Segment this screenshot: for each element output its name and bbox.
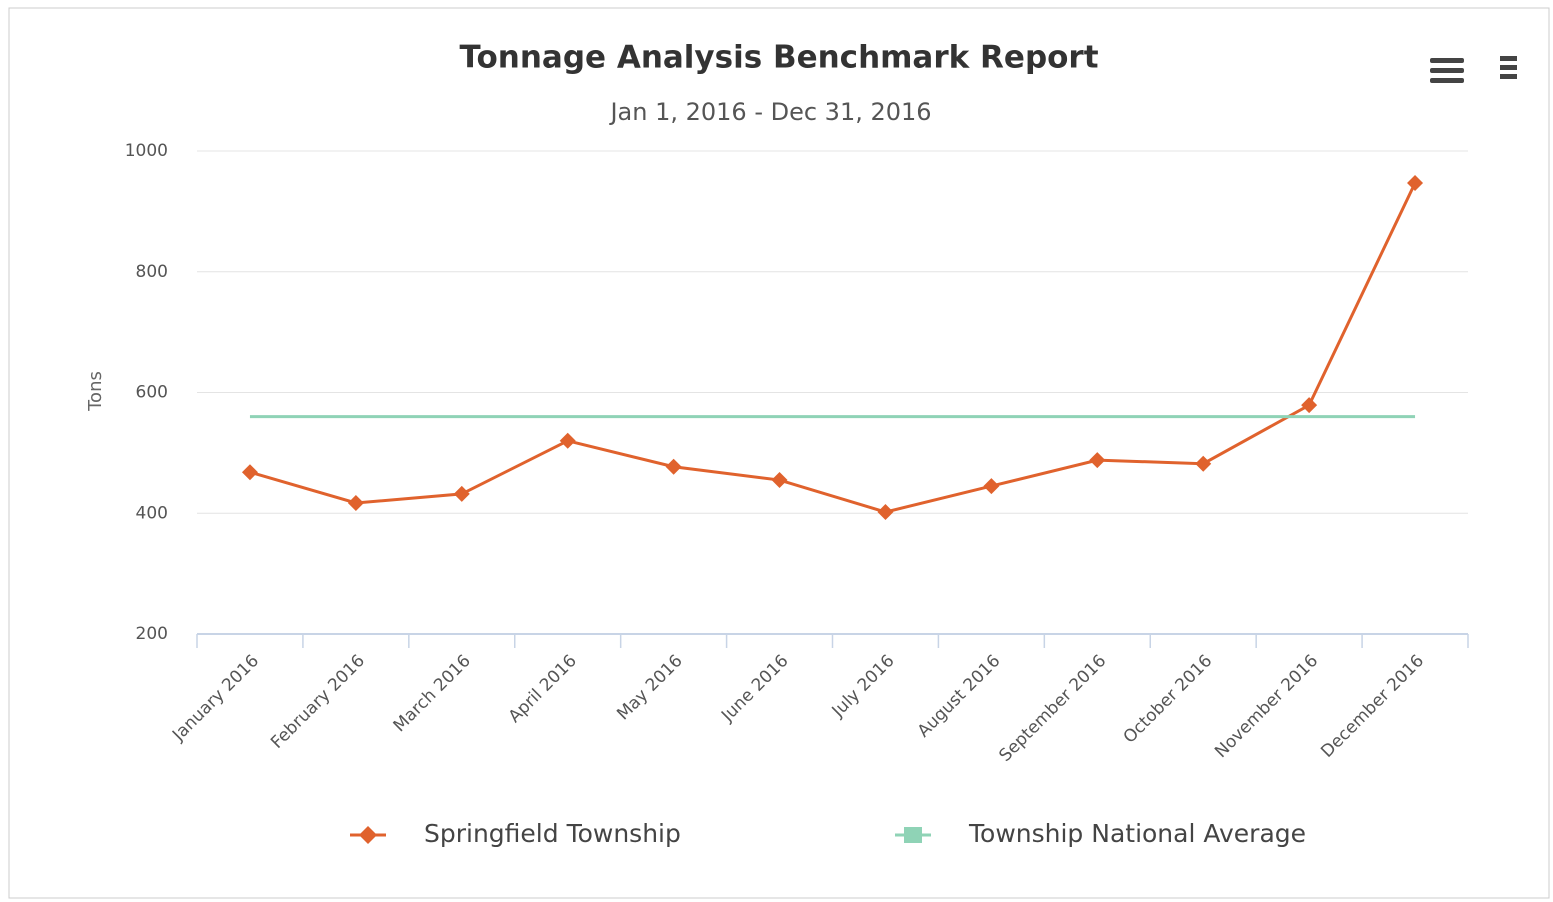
y-tick-label: 600 <box>136 383 168 403</box>
legend-label: Township National Average <box>968 819 1306 848</box>
point-marker <box>1407 174 1424 191</box>
menu-button[interactable] <box>1430 58 1464 83</box>
legend-label: Springfield Township <box>424 819 681 848</box>
menu-button[interactable] <box>1500 56 1517 79</box>
point-marker <box>983 478 1000 495</box>
legend-marker <box>904 827 922 843</box>
y-axis-label: Tons <box>85 371 106 412</box>
y-tick-label: 1000 <box>125 141 168 161</box>
frame <box>8 7 1550 899</box>
series-line <box>249 182 1417 514</box>
point-marker <box>877 504 894 521</box>
y-tick-label: 200 <box>136 624 168 644</box>
legend-marker <box>359 826 377 844</box>
y-tick-label: 400 <box>136 503 168 523</box>
chart-subtitle: Jan 1, 2016 - Dec 31, 2016 <box>608 98 931 126</box>
point-marker <box>771 472 788 489</box>
y-tick-label: 800 <box>136 262 168 282</box>
point-marker <box>347 494 364 511</box>
point-marker <box>1195 455 1212 472</box>
point-marker <box>1089 452 1106 469</box>
point-marker <box>559 432 576 449</box>
point-marker <box>241 464 258 481</box>
point-marker <box>665 458 682 475</box>
point-marker <box>453 485 470 502</box>
point-marker <box>1301 397 1318 414</box>
chart-title: Tonnage Analysis Benchmark Report <box>459 40 1098 76</box>
